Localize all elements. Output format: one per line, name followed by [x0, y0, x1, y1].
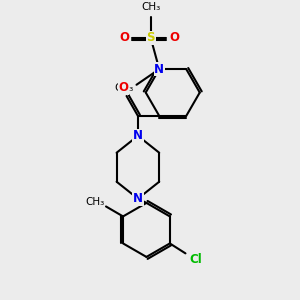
Text: CH₃: CH₃ [114, 82, 133, 93]
Text: N: N [133, 129, 143, 142]
Text: N: N [154, 63, 164, 76]
Text: N: N [133, 192, 143, 205]
Text: O: O [169, 32, 179, 44]
Text: Cl: Cl [189, 253, 202, 266]
Text: CH₃: CH₃ [85, 197, 104, 207]
Text: CH₃: CH₃ [141, 2, 160, 12]
Text: O: O [119, 81, 129, 94]
Text: O: O [120, 32, 130, 44]
Text: S: S [146, 32, 155, 44]
